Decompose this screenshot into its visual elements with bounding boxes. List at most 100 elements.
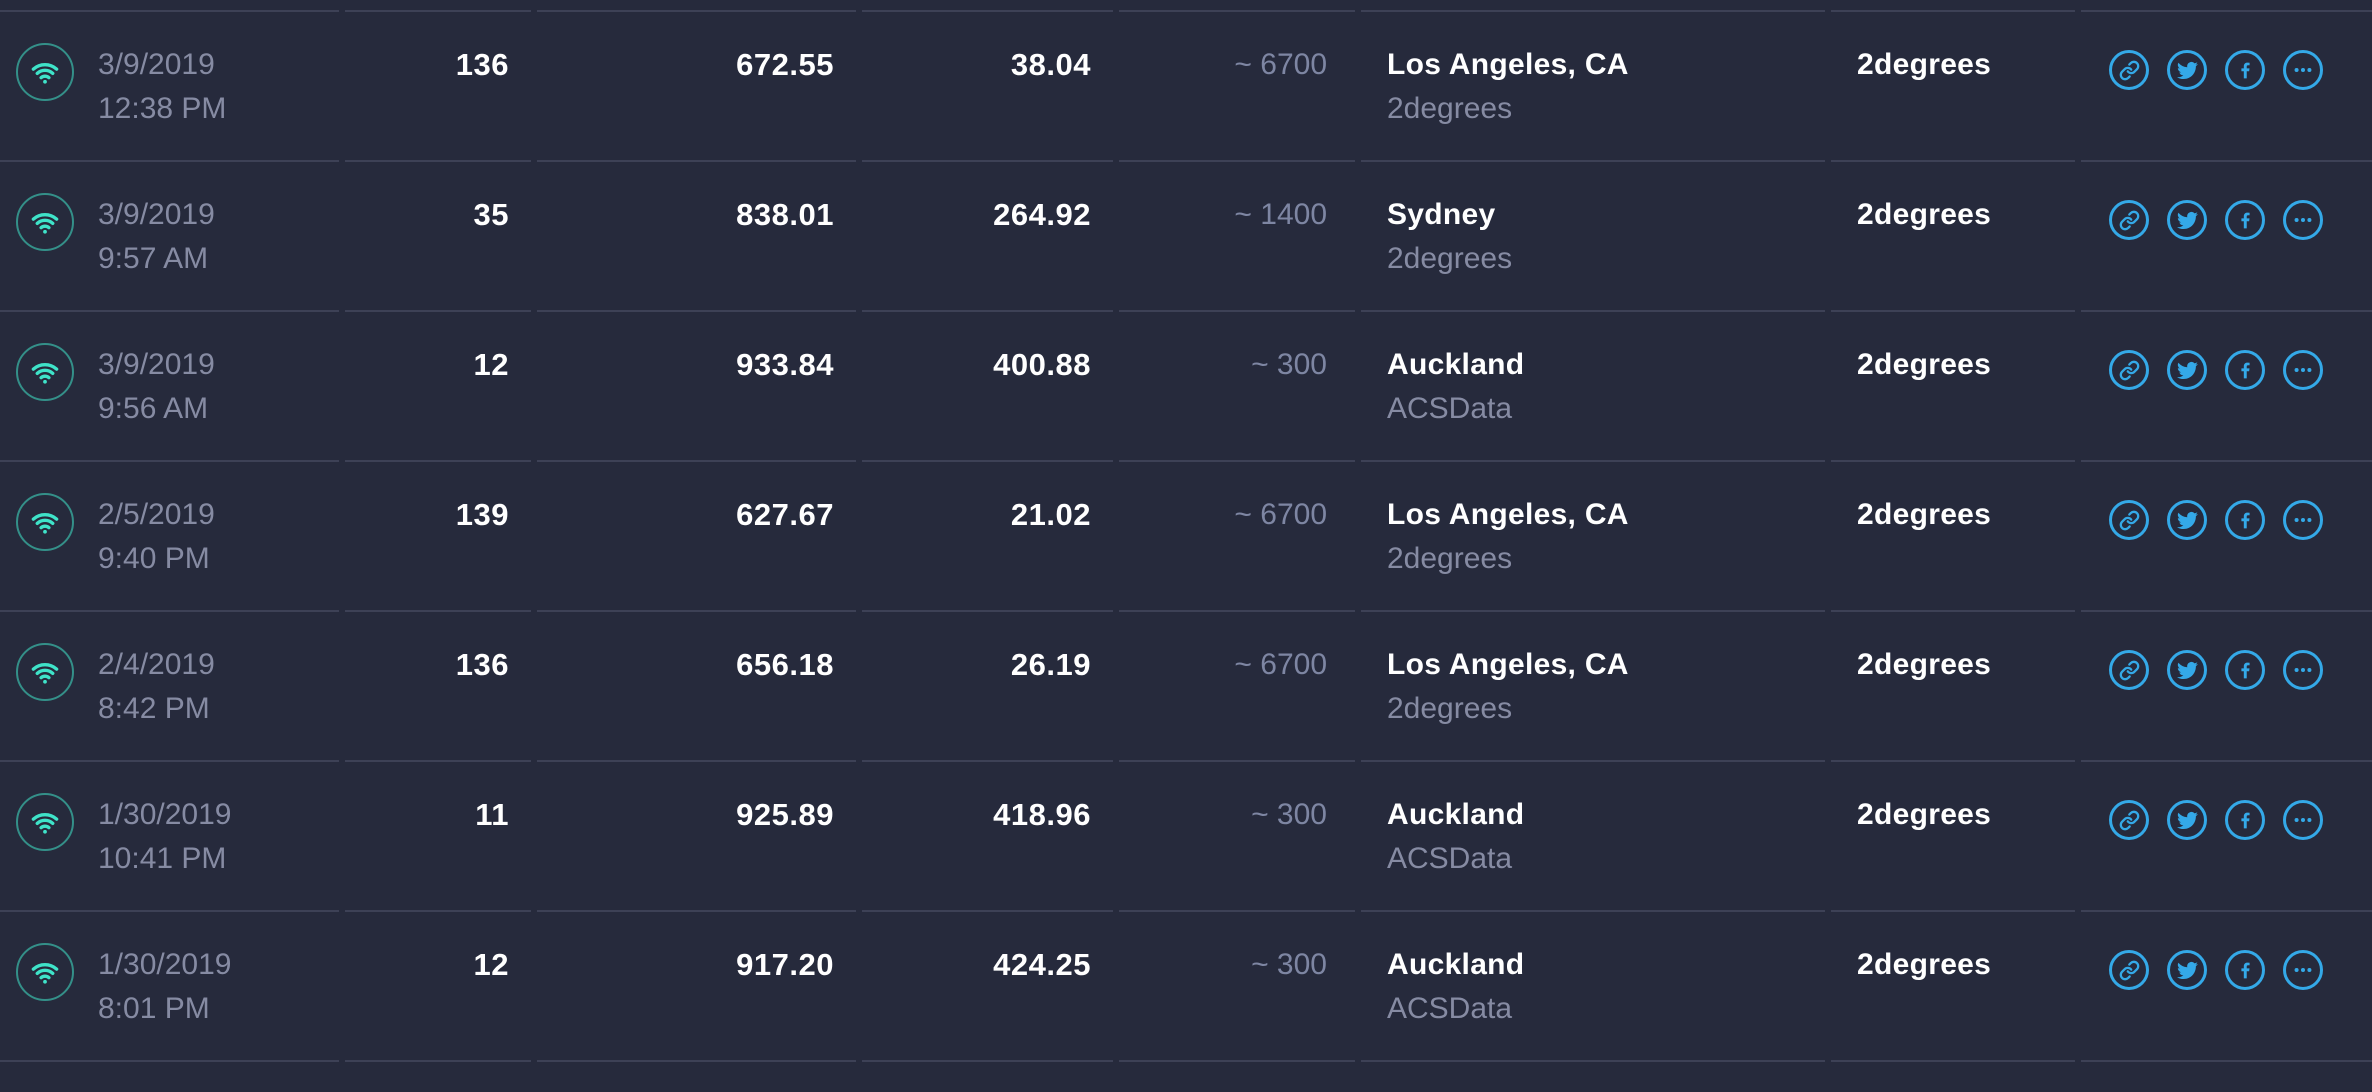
link-icon xyxy=(2119,210,2140,231)
share-link-button[interactable] xyxy=(2109,500,2149,540)
result-row[interactable]: 1/30/2019 8:01 PM 12 917.20 424.25 ~ 300… xyxy=(0,910,2372,1060)
download-value: 656.18 xyxy=(537,610,856,760)
result-row[interactable]: 3/9/2019 12:38 PM 136 672.55 38.04 ~ 670… xyxy=(0,10,2372,160)
result-datetime: 1/30/2019 8:01 PM xyxy=(98,912,231,1060)
share-more-button[interactable] xyxy=(2283,800,2323,840)
share-cell xyxy=(2081,460,2372,610)
share-link-button[interactable] xyxy=(2109,50,2149,90)
facebook-icon xyxy=(2235,960,2256,981)
result-info-cell: 1/30/2019 8:01 PM xyxy=(0,910,339,1060)
twitter-icon xyxy=(2176,660,2198,681)
result-info-cell: 2/4/2019 8:42 PM xyxy=(0,610,339,760)
twitter-icon xyxy=(2176,60,2198,81)
share-facebook-button[interactable] xyxy=(2225,650,2265,690)
server-host: 2degrees xyxy=(1387,92,1513,125)
twitter-icon xyxy=(2176,210,2198,231)
share-link-button[interactable] xyxy=(2109,950,2149,990)
provider-name: 2degrees xyxy=(1831,10,2075,160)
share-more-button[interactable] xyxy=(2283,500,2323,540)
upload-value: 26.19 xyxy=(862,610,1113,760)
share-facebook-button[interactable] xyxy=(2225,350,2265,390)
provider-name: 2degrees xyxy=(1831,160,2075,310)
result-row[interactable]: 2/4/2019 8:42 PM 136 656.18 26.19 ~ 6700… xyxy=(0,610,2372,760)
share-more-button[interactable] xyxy=(2283,200,2323,240)
share-twitter-button[interactable] xyxy=(2167,350,2207,390)
upload-value: 400.88 xyxy=(862,310,1113,460)
server-cell: Los Angeles, CA 2degrees xyxy=(1361,460,1825,610)
provider-name: 2degrees xyxy=(1831,760,2075,910)
share-link-button[interactable] xyxy=(2109,200,2149,240)
server-location: Los Angeles, CA xyxy=(1387,498,1629,531)
share-more-button[interactable] xyxy=(2283,350,2323,390)
share-twitter-button[interactable] xyxy=(2167,800,2207,840)
share-more-button[interactable] xyxy=(2283,650,2323,690)
share-facebook-button[interactable] xyxy=(2225,950,2265,990)
download-value: 672.55 xyxy=(537,10,856,160)
ping-value: 136 xyxy=(345,610,531,760)
share-link-button[interactable] xyxy=(2109,650,2149,690)
link-icon xyxy=(2119,510,2140,531)
server-distance: ~ 300 xyxy=(1119,910,1355,1060)
ping-value: 12 xyxy=(345,910,531,1060)
share-more-button[interactable] xyxy=(2283,50,2323,90)
server-distance: ~ 300 xyxy=(1119,760,1355,910)
wifi-icon xyxy=(16,193,74,251)
result-info-cell: 3/9/2019 12:38 PM xyxy=(0,10,339,160)
link-icon xyxy=(2119,960,2140,981)
server-cell: Auckland ACSData xyxy=(1361,310,1825,460)
facebook-icon xyxy=(2235,360,2256,381)
share-cell xyxy=(2081,10,2372,160)
ellipsis-icon xyxy=(2292,359,2314,381)
result-time: 12:38 PM xyxy=(98,92,227,125)
share-facebook-button[interactable] xyxy=(2225,200,2265,240)
server-cell: Sydney 2degrees xyxy=(1361,160,1825,310)
ellipsis-icon xyxy=(2292,59,2314,81)
link-icon xyxy=(2119,810,2140,831)
ellipsis-icon xyxy=(2292,659,2314,681)
server-host: ACSData xyxy=(1387,992,1513,1025)
server-cell: Auckland ACSData xyxy=(1361,760,1825,910)
twitter-icon xyxy=(2176,960,2198,981)
share-link-button[interactable] xyxy=(2109,350,2149,390)
result-row[interactable]: 1/30/2019 10:41 PM 11 925.89 418.96 ~ 30… xyxy=(0,760,2372,910)
twitter-icon xyxy=(2176,810,2198,831)
wifi-icon xyxy=(16,43,74,101)
share-twitter-button[interactable] xyxy=(2167,950,2207,990)
ping-value: 139 xyxy=(345,460,531,610)
result-time: 9:40 PM xyxy=(98,542,210,575)
result-row[interactable]: 3/9/2019 9:57 AM 35 838.01 264.92 ~ 1400… xyxy=(0,160,2372,310)
result-time: 8:42 PM xyxy=(98,692,210,725)
server-distance: ~ 1400 xyxy=(1119,160,1355,310)
share-facebook-button[interactable] xyxy=(2225,800,2265,840)
result-row[interactable]: 2/5/2019 9:40 PM 139 627.67 21.02 ~ 6700… xyxy=(0,460,2372,610)
result-datetime: 3/9/2019 9:56 AM xyxy=(98,312,215,460)
share-twitter-button[interactable] xyxy=(2167,500,2207,540)
result-info-cell: 2/5/2019 9:40 PM xyxy=(0,460,339,610)
server-cell: Auckland ACSData xyxy=(1361,910,1825,1060)
server-location: Auckland xyxy=(1387,798,1525,831)
upload-value: 38.04 xyxy=(862,10,1113,160)
result-row[interactable]: 3/9/2019 9:56 AM 12 933.84 400.88 ~ 300 … xyxy=(0,310,2372,460)
twitter-icon xyxy=(2176,360,2198,381)
ellipsis-icon xyxy=(2292,509,2314,531)
share-facebook-button[interactable] xyxy=(2225,50,2265,90)
link-icon xyxy=(2119,60,2140,81)
ping-value: 136 xyxy=(345,10,531,160)
share-link-button[interactable] xyxy=(2109,800,2149,840)
server-host: ACSData xyxy=(1387,392,1513,425)
server-host: 2degrees xyxy=(1387,242,1513,275)
facebook-icon xyxy=(2235,510,2256,531)
result-datetime: 3/9/2019 9:57 AM xyxy=(98,162,215,310)
result-datetime: 3/9/2019 12:38 PM xyxy=(98,12,226,160)
share-facebook-button[interactable] xyxy=(2225,500,2265,540)
result-date: 2/5/2019 xyxy=(98,498,215,531)
share-twitter-button[interactable] xyxy=(2167,650,2207,690)
share-twitter-button[interactable] xyxy=(2167,200,2207,240)
share-twitter-button[interactable] xyxy=(2167,50,2207,90)
wifi-icon xyxy=(16,793,74,851)
ping-value: 35 xyxy=(345,160,531,310)
result-info-cell: 1/30/2019 10:41 PM xyxy=(0,760,339,910)
share-more-button[interactable] xyxy=(2283,950,2323,990)
server-cell: Los Angeles, CA 2degrees xyxy=(1361,610,1825,760)
